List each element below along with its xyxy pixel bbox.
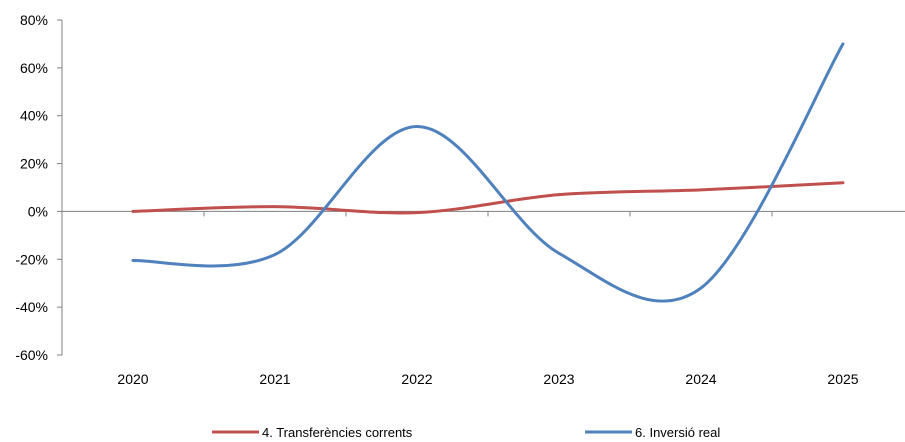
series-layer xyxy=(131,42,845,303)
legend-label-1: 4. Transferències corrents xyxy=(262,425,413,440)
y-tick-label: -40% xyxy=(15,299,48,315)
x-tick-label: 2025 xyxy=(827,371,858,387)
y-tick-label: 0% xyxy=(28,203,48,219)
x-axis: 2020 2021 2022 2023 2024 2025 xyxy=(61,210,905,387)
y-tick-label: -60% xyxy=(15,347,48,363)
x-tick-label: 2021 xyxy=(259,371,290,387)
y-tick-label: 20% xyxy=(20,156,48,172)
series-line-2 xyxy=(131,42,845,303)
series-line-1 xyxy=(131,181,845,215)
y-tick-label: 80% xyxy=(20,12,48,28)
y-tick-label: 60% xyxy=(20,60,48,76)
y-tick-label: 40% xyxy=(20,108,48,124)
x-tick-label: 2022 xyxy=(401,371,432,387)
x-tick-label: 2024 xyxy=(685,371,716,387)
x-tick-label: 2020 xyxy=(117,371,148,387)
legend: 4. Transferències corrents 6. Inversió re… xyxy=(212,425,720,440)
y-tick-label: -20% xyxy=(15,251,48,267)
y-axis: -60% -40% -20% 0% 20% 40% 60% 80% xyxy=(15,12,63,363)
legend-label-2: 6. Inversió real xyxy=(635,425,720,440)
x-tick-label: 2023 xyxy=(543,371,574,387)
